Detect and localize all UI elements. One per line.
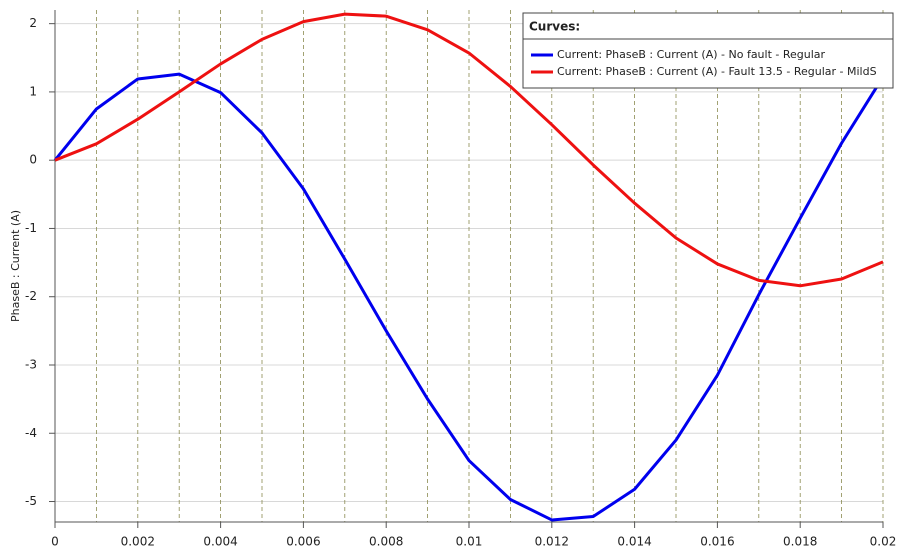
line-series bbox=[54, 12, 884, 288]
y-tick-label: -2 bbox=[25, 289, 37, 303]
y-tick-label: -3 bbox=[25, 357, 37, 371]
legend-box bbox=[522, 12, 894, 89]
y-tick-label: -1 bbox=[25, 221, 37, 235]
line-series bbox=[53, 72, 885, 522]
legend-title: Curves: bbox=[529, 20, 580, 34]
x-tick-label: 0.002 bbox=[121, 535, 155, 549]
x-tick-label: 0.012 bbox=[535, 535, 569, 549]
x-tick-label: 0.02 bbox=[870, 535, 897, 549]
y-tick-label: -4 bbox=[25, 426, 37, 440]
legend: Curves: Current: PhaseB : Current (A) - N… bbox=[522, 12, 894, 89]
x-tick-label: 0.018 bbox=[783, 535, 817, 549]
x-tick-label: 0.008 bbox=[369, 535, 403, 549]
x-tick-label: 0.006 bbox=[286, 535, 320, 549]
x-tick-label: 0.016 bbox=[700, 535, 734, 549]
legend-label: Current: PhaseB : Current (A) - Fault 13… bbox=[557, 65, 877, 78]
y-axis-label: PhaseB : Current (A) bbox=[9, 210, 22, 322]
y-tick-label: -5 bbox=[25, 494, 37, 508]
y-tick-label: 1 bbox=[29, 84, 37, 98]
x-tick-label: 0.004 bbox=[203, 535, 237, 549]
x-tick-label: 0.014 bbox=[617, 535, 651, 549]
legend-label: Current: PhaseB : Current (A) - No fault… bbox=[557, 48, 826, 61]
x-tick-label: 0 bbox=[51, 535, 59, 549]
y-tick-label: 0 bbox=[29, 153, 37, 167]
y-tick-label: 2 bbox=[29, 16, 37, 30]
x-tick-label: 0.01 bbox=[456, 535, 483, 549]
